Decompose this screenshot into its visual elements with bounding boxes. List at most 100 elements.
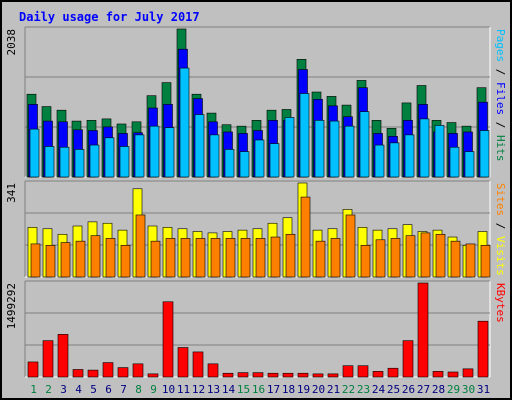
pages-bar — [224, 149, 235, 178]
x-tick-label: 21 — [327, 383, 340, 396]
x-tick-label: 4 — [75, 383, 82, 396]
x-tick-label: 1 — [30, 383, 37, 396]
sites-bar — [60, 242, 71, 278]
sites-bar — [435, 233, 446, 278]
kbytes-bar — [402, 340, 414, 378]
kbytes-bar — [462, 368, 474, 378]
kbytes-bar — [207, 363, 219, 378]
kbytes-bar — [162, 301, 174, 378]
kbytes-bar — [447, 371, 459, 378]
kbytes-bar — [267, 372, 279, 378]
x-tick-label: 25 — [387, 383, 400, 396]
pages-bar — [449, 146, 460, 178]
x-tick-label: 17 — [267, 383, 280, 396]
pages-bar — [374, 144, 385, 178]
sites-bar — [180, 238, 191, 278]
kbytes-bar — [72, 369, 84, 378]
sites-bar — [75, 240, 86, 278]
x-tick-label: 12 — [192, 383, 205, 396]
kbytes-bar — [297, 372, 309, 378]
legend-kbytes: KBytes — [494, 283, 507, 323]
sites-bar — [210, 238, 221, 278]
pages-bar — [464, 151, 475, 178]
kbytes-bar — [57, 334, 69, 378]
legend-sites: Sites — [494, 183, 507, 216]
x-tick-label: 27 — [417, 383, 430, 396]
x-tick-label: 6 — [105, 383, 112, 396]
sites-bar — [135, 214, 146, 278]
kbytes-bar — [252, 372, 264, 378]
sites-bar — [165, 238, 176, 278]
x-tick-label: 29 — [447, 383, 460, 396]
pages-bar — [209, 134, 220, 178]
x-tick-label: 2 — [45, 383, 52, 396]
pages-bar — [329, 120, 340, 178]
sites-bar — [240, 238, 251, 278]
x-tick-label: 5 — [90, 383, 97, 396]
x-tick-label: 3 — [60, 383, 67, 396]
kbytes-bar — [477, 320, 489, 378]
visits-ymax-label: 341 — [5, 183, 18, 203]
sites-bar — [315, 240, 326, 278]
kbytes-bar — [417, 282, 429, 378]
sites-bar — [420, 232, 431, 278]
sites-bar — [45, 244, 56, 278]
kbytes-bar — [282, 372, 294, 378]
x-tick-label: 26 — [402, 383, 415, 396]
sites-bar — [405, 235, 416, 278]
pages-bar — [404, 134, 415, 178]
sites-bar — [375, 239, 386, 278]
kbytes-bar — [387, 367, 399, 378]
x-tick-label: 16 — [252, 383, 265, 396]
kbytes-ymax-label: 1499292 — [5, 283, 18, 329]
visits-legend: Sites / Visits — [494, 183, 507, 276]
pages-bar — [419, 118, 430, 178]
x-tick-label: 31 — [477, 383, 490, 396]
legend-pages: Pages — [494, 29, 507, 62]
hits-panel: 2038 Pages / Files / Hits — [5, 26, 507, 178]
pages-bar — [284, 117, 295, 178]
kbytes-bar — [327, 373, 339, 378]
legend-files: Files — [494, 82, 507, 115]
x-tick-label: 18 — [282, 383, 295, 396]
kbytes-panel: 1499292 KBytes — [5, 280, 507, 378]
pages-bar — [179, 67, 190, 178]
sites-bar — [90, 235, 101, 278]
sites-bar — [390, 238, 401, 278]
kbytes-bar — [312, 373, 324, 378]
kbytes-bar — [117, 367, 129, 378]
pages-bar — [104, 137, 115, 178]
x-tick-label: 13 — [207, 383, 220, 396]
sites-bar — [150, 240, 161, 278]
kbytes-bar — [342, 365, 354, 378]
x-tick-label: 9 — [150, 383, 157, 396]
pages-bar — [254, 139, 265, 178]
sites-bar — [360, 244, 371, 278]
pages-bar — [434, 125, 445, 178]
pages-bar — [344, 125, 355, 178]
kbytes-bar — [102, 362, 114, 378]
visits-panel: 341 Sites / Visits — [5, 180, 507, 278]
pages-bar — [269, 143, 280, 178]
kbytes-bar — [177, 347, 189, 378]
sites-bar — [300, 196, 311, 278]
x-tick-label: 8 — [135, 383, 142, 396]
kbytes-legend: KBytes — [494, 283, 507, 323]
pages-bar — [479, 130, 490, 178]
sites-bar — [195, 238, 206, 278]
chart-title: Daily usage for July 2017 — [19, 10, 200, 24]
sites-bar — [285, 233, 296, 278]
kbytes-bar — [372, 371, 384, 378]
kbytes-bar — [237, 372, 249, 378]
sites-bar — [450, 240, 461, 278]
x-tick-label: 28 — [432, 383, 445, 396]
sites-bar — [330, 238, 341, 278]
kbytes-bar — [87, 369, 99, 378]
kbytes-bar — [147, 373, 159, 378]
kbytes-bar — [27, 361, 39, 378]
x-tick-label: 11 — [177, 383, 190, 396]
kbytes-bar — [132, 363, 144, 378]
chart-panels: 2038 Pages / Files / Hits 341 Sites / Visit… — [5, 26, 507, 378]
pages-bar — [134, 134, 145, 178]
